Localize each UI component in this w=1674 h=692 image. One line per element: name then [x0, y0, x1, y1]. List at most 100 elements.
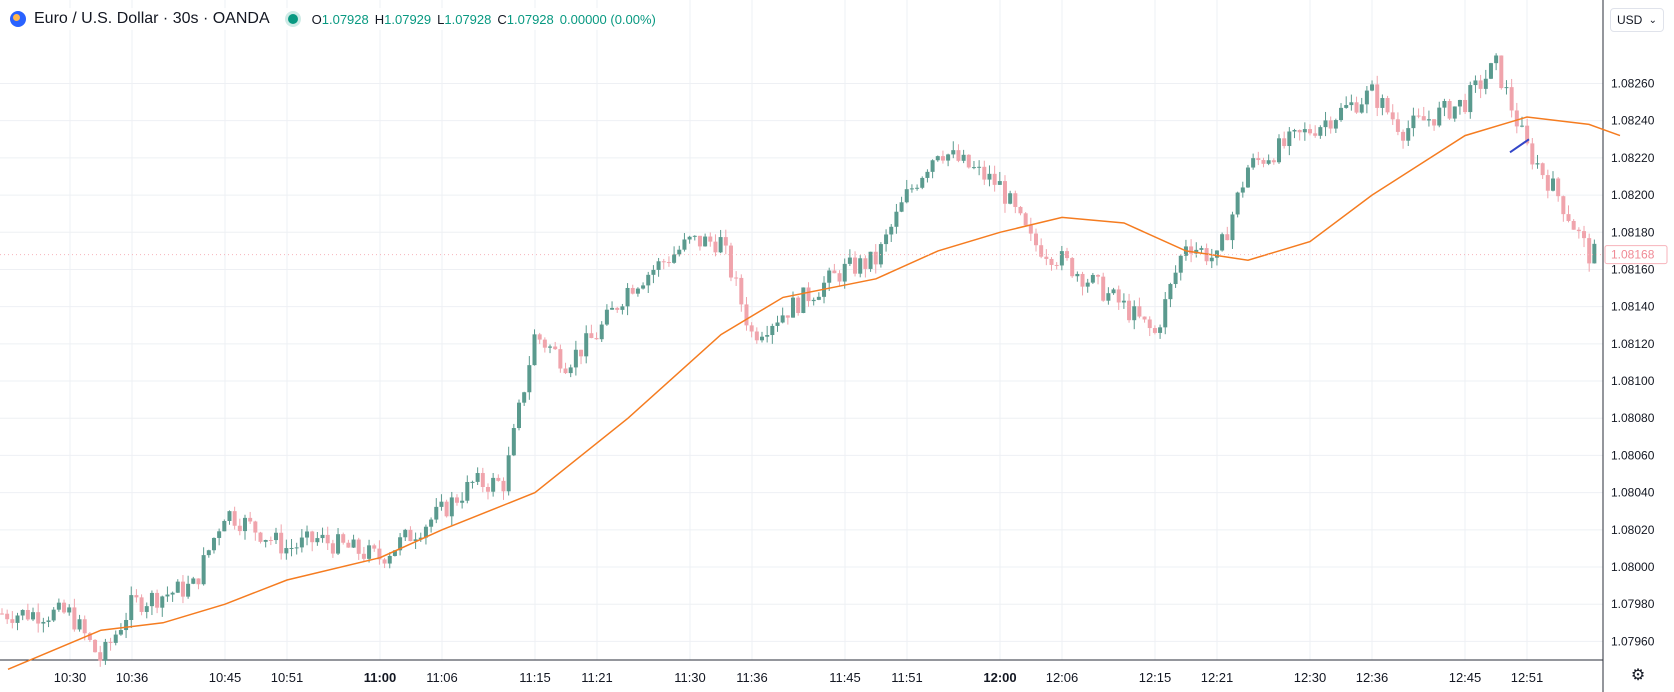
candle-body [666, 262, 671, 264]
candle-body [248, 517, 253, 522]
candle-body [253, 521, 258, 533]
candle-body [527, 365, 532, 393]
candle-body [1566, 214, 1571, 221]
candle-body [496, 477, 501, 481]
x-tick-label: 12:21 [1201, 670, 1234, 685]
candle-body [361, 553, 366, 559]
candle-body [1385, 98, 1390, 113]
candle-body [72, 607, 77, 630]
currency-label: USD [1617, 13, 1643, 27]
candle-body [1080, 273, 1085, 287]
candle-body [1576, 229, 1581, 232]
symbol-title[interactable]: Euro / U.S. Dollar · 30s · OANDA [34, 10, 270, 27]
candle-body [703, 236, 708, 247]
candle-body [1421, 116, 1426, 121]
candle-body [1525, 125, 1530, 144]
candle-body [1416, 115, 1421, 117]
candle-body [460, 500, 465, 503]
candle-body [925, 171, 930, 178]
candle-body [1085, 282, 1090, 287]
candle-body [739, 277, 744, 305]
candle-body [180, 581, 185, 597]
candle-body [1592, 243, 1597, 264]
candle-body [1359, 104, 1364, 113]
candle-body [785, 315, 790, 318]
candle-body [889, 226, 894, 235]
candle-body [558, 349, 563, 369]
candle-body [630, 287, 635, 294]
candle-body [1540, 163, 1545, 176]
x-tick-label: 11:30 [674, 670, 706, 685]
candle-body [62, 602, 67, 613]
candle-body [542, 339, 547, 348]
candle-body [1494, 55, 1499, 64]
candle-body [837, 273, 842, 282]
candle-body [1111, 289, 1116, 294]
x-tick-label: 12:06 [1046, 670, 1079, 685]
candle-body [434, 506, 439, 520]
currency-select[interactable]: USD ⌄ [1610, 8, 1664, 32]
candle-body [1457, 99, 1462, 107]
candle-body [1437, 107, 1442, 126]
candle-body [1292, 130, 1297, 132]
candle-body [258, 532, 263, 542]
x-tick-label: 12:30 [1294, 670, 1327, 685]
candle-body [1504, 87, 1509, 89]
y-tick-label: 1.08100 [1611, 374, 1655, 388]
candle-body [796, 297, 801, 313]
candle-body [692, 235, 697, 237]
candle-body [356, 539, 361, 554]
candle-body [625, 287, 630, 307]
x-tick-label: 12:51 [1511, 670, 1544, 685]
candle-body [1256, 158, 1261, 161]
candle-body [754, 331, 759, 341]
candle-body [284, 548, 289, 554]
candle-body [1370, 84, 1375, 91]
candle-body [1225, 234, 1230, 241]
x-tick-label: 10:36 [116, 670, 149, 685]
y-tick-label: 1.08040 [1611, 486, 1655, 500]
candle-body [77, 619, 82, 630]
candle-body [594, 338, 599, 340]
gear-icon[interactable]: ⚙ [1630, 667, 1646, 684]
candle-body [946, 154, 951, 161]
moving-average-line [7, 116, 1621, 670]
candle-body [20, 609, 25, 616]
candle-body [863, 258, 868, 269]
candle-body [1116, 289, 1121, 303]
low-value: L1.07928 [437, 11, 492, 27]
candle-body [1251, 158, 1256, 168]
candle-body [708, 236, 713, 242]
candle-body [532, 334, 537, 366]
candle-body [734, 277, 739, 279]
candle-body [1220, 234, 1225, 251]
candle-body [1209, 257, 1214, 262]
candle-body [563, 368, 568, 374]
candle-body [511, 428, 516, 456]
candle-body [1287, 131, 1292, 147]
candle-body [584, 333, 589, 357]
candle-body [971, 167, 976, 169]
candle-body [873, 251, 878, 265]
x-tick-label: 11:06 [426, 670, 458, 685]
candle-body [992, 173, 997, 185]
candle-body [1313, 133, 1318, 136]
candle-body [454, 497, 459, 503]
candle-body [429, 519, 434, 527]
candle-body [470, 481, 475, 483]
candle-body [1168, 284, 1173, 300]
candle-body [5, 613, 10, 620]
y-tick-label: 1.08140 [1611, 300, 1655, 314]
candle-body [423, 526, 428, 538]
candle-body [56, 602, 61, 610]
candle-body [1519, 125, 1524, 127]
candle-body [501, 480, 506, 492]
candle-body [1039, 245, 1044, 257]
candle-body [165, 594, 170, 597]
candle-body [780, 315, 785, 323]
candle-body [382, 559, 387, 564]
x-tick-label: 12:36 [1356, 670, 1389, 685]
candle-body [491, 477, 496, 492]
candle-body [1059, 251, 1064, 266]
